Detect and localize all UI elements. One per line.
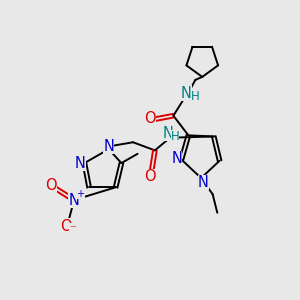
Text: N: N (162, 126, 173, 141)
Text: N: N (75, 155, 86, 170)
Text: N: N (171, 151, 182, 166)
Text: H: H (171, 130, 179, 143)
Text: O: O (145, 110, 156, 125)
Text: O: O (144, 169, 155, 184)
Text: N: N (181, 85, 191, 100)
Text: O: O (61, 219, 72, 234)
Text: N: N (103, 139, 114, 154)
Text: +: + (76, 188, 85, 199)
Text: ⁻: ⁻ (70, 223, 76, 236)
Text: O: O (45, 178, 57, 193)
Text: H: H (191, 90, 200, 103)
Text: N: N (69, 193, 80, 208)
Text: N: N (198, 175, 209, 190)
